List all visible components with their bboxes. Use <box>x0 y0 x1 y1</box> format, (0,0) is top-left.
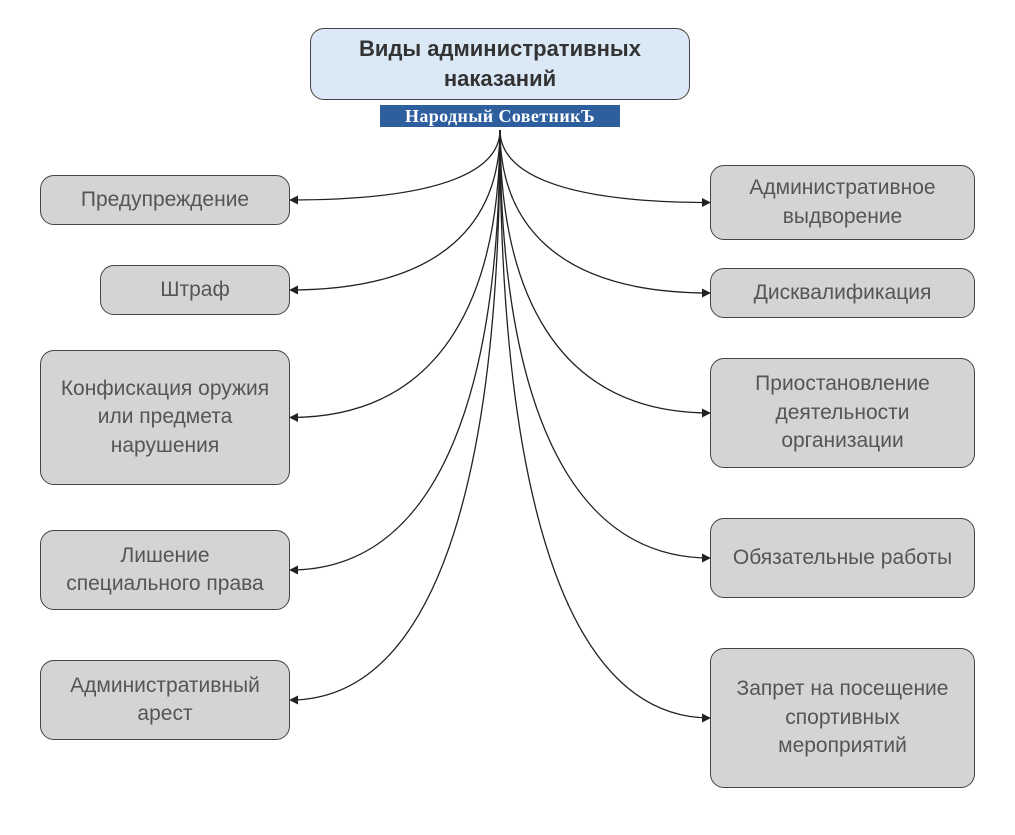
right-node-0-label: Административное выдворение <box>721 174 964 231</box>
right-node-2: Приостановление деятельности организации <box>710 358 975 468</box>
root-node: Виды административных наказаний <box>310 28 690 100</box>
left-node-3-label: Лишение специального права <box>51 542 279 599</box>
watermark-label: Народный СоветникЪ <box>405 106 595 127</box>
right-node-1-label: Дисквалификация <box>754 279 932 307</box>
left-node-0-label: Предупреждение <box>81 186 249 214</box>
left-node-1-label: Штраф <box>160 276 230 304</box>
right-node-3: Обязательные работы <box>710 518 975 598</box>
left-node-2: Конфискация оружия или предмета нарушени… <box>40 350 290 485</box>
left-node-1: Штраф <box>100 265 290 315</box>
watermark-banner: Народный СоветникЪ <box>380 103 620 129</box>
root-label: Виды административных наказаний <box>321 34 679 93</box>
left-node-4: Административный арест <box>40 660 290 740</box>
left-node-3: Лишение специального права <box>40 530 290 610</box>
right-node-2-label: Приостановление деятельности организации <box>721 370 964 455</box>
right-node-4-label: Запрет на посещение спортивных мероприят… <box>721 675 964 760</box>
left-node-2-label: Конфискация оружия или предмета нарушени… <box>51 375 279 460</box>
right-node-3-label: Обязательные работы <box>733 544 952 572</box>
right-node-0: Административное выдворение <box>710 165 975 240</box>
left-node-0: Предупреждение <box>40 175 290 225</box>
right-node-1: Дисквалификация <box>710 268 975 318</box>
right-node-4: Запрет на посещение спортивных мероприят… <box>710 648 975 788</box>
left-node-4-label: Административный арест <box>51 672 279 729</box>
